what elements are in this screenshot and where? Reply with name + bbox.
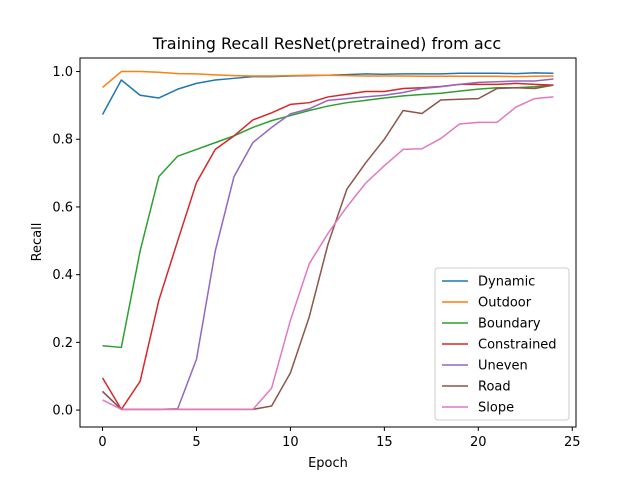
legend-label-uneven: Uneven — [478, 359, 528, 374]
legend-label-outdoor: Outdoor — [478, 296, 532, 311]
legend-label-constrained: Constrained — [478, 338, 557, 353]
y-tick-label: 1.0 — [52, 65, 73, 80]
y-tick-label: 0.0 — [52, 404, 73, 419]
x-tick-label: 15 — [376, 435, 393, 450]
legend-label-slope: Slope — [478, 401, 514, 416]
x-tick-label: 0 — [98, 435, 106, 450]
legend-label-dynamic: Dynamic — [478, 275, 535, 290]
x-tick-label: 20 — [470, 435, 487, 450]
y-axis: 0.0 0.2 0.4 0.6 0.8 1.0 — [52, 65, 80, 419]
y-axis-title: Recall — [30, 223, 45, 262]
y-tick-label: 0.8 — [52, 133, 73, 148]
x-axis: 0 5 10 15 20 25 — [98, 427, 581, 450]
y-tick-label: 0.4 — [52, 268, 73, 283]
series-line-slope — [102, 96, 554, 411]
legend-label-boundary: Boundary — [478, 317, 541, 332]
y-tick-label: 0.2 — [52, 336, 73, 351]
series-line-constrained — [101, 82, 554, 411]
legend: Dynamic Outdoor Boundary Constrained Uneven R… — [434, 267, 570, 421]
y-tick-label: 0.6 — [52, 200, 73, 215]
series-layer — [101, 70, 554, 411]
series-line-outdoor — [102, 70, 554, 89]
series-line-boundary — [102, 84, 554, 349]
legend-box — [434, 267, 570, 421]
plot-frame — [79, 57, 577, 428]
x-tick-label: 25 — [564, 435, 581, 450]
x-axis-title: Epoch — [308, 456, 348, 471]
legend-label-road: Road — [478, 380, 511, 395]
x-tick-label: 5 — [192, 435, 200, 450]
x-tick-label: 10 — [282, 435, 299, 450]
chart-title: Training Recall ResNet(pretrained) from … — [152, 34, 501, 53]
